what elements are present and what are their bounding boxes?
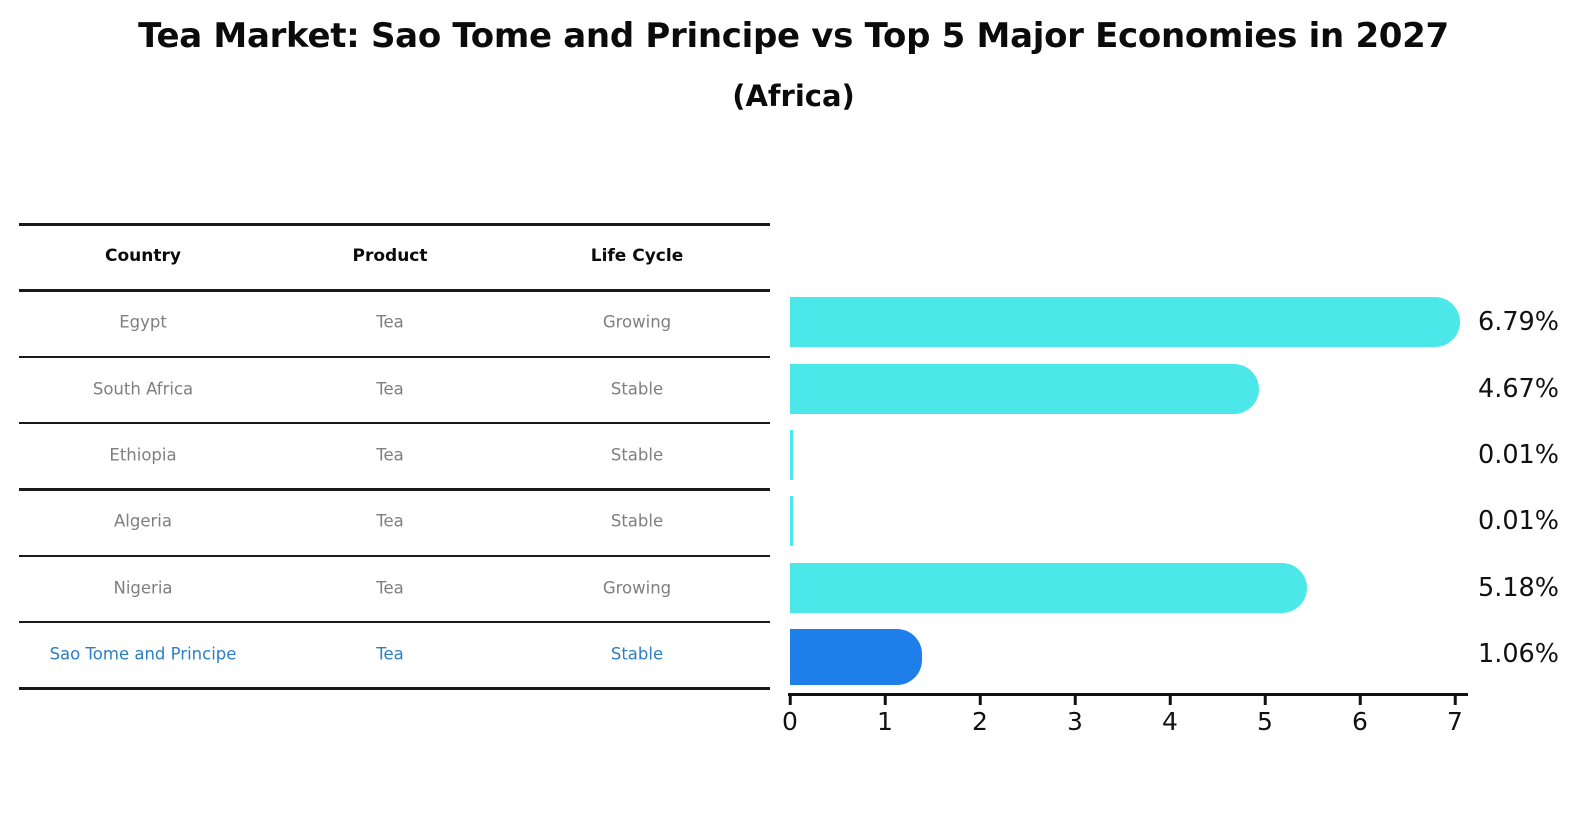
column-header-life-cycle: Life Cycle <box>590 246 684 267</box>
bar-value-label-ethiopia: 0.01% <box>1478 440 1560 471</box>
table-row-divider <box>19 355 770 359</box>
x-axis-tick-4 <box>1168 696 1172 705</box>
x-axis-tick-1 <box>883 696 887 705</box>
x-tick-label-5: 5 <box>1257 707 1273 736</box>
bar-value-label-algeria: 0.01% <box>1478 506 1560 537</box>
table-row-divider <box>19 289 770 292</box>
table-row-divider <box>19 421 770 425</box>
cell-life-cycle-ethiopia: Stable <box>610 445 664 465</box>
x-axis-line <box>788 693 1468 696</box>
bar-ethiopia <box>790 430 793 481</box>
x-tick-label-4: 4 <box>1162 707 1178 736</box>
chart-subtitle: (Africa) <box>732 79 855 113</box>
cell-country-egypt: Egypt <box>119 312 167 332</box>
cell-product-ethiopia: Tea <box>376 445 404 465</box>
cell-country-ethiopia: Ethiopia <box>109 445 177 465</box>
x-tick-label-0: 0 <box>782 707 798 736</box>
cell-product-algeria: Tea <box>376 511 404 531</box>
cell-country-algeria: Algeria <box>114 511 172 531</box>
bar-nigeria <box>790 562 1308 613</box>
cell-country-nigeria: Nigeria <box>113 578 173 598</box>
bar-value-label-sao-tome-and-principe: 1.06% <box>1478 638 1560 669</box>
cell-life-cycle-egypt: Growing <box>602 312 672 332</box>
cell-life-cycle-south-africa: Stable <box>610 379 664 399</box>
x-axis-tick-6 <box>1358 696 1362 705</box>
cell-country-south-africa: South Africa <box>92 379 194 399</box>
table-row-divider <box>19 620 770 624</box>
cell-life-cycle-sao-tome-and-principe: Stable <box>610 644 664 664</box>
x-axis-tick-5 <box>1263 696 1267 705</box>
bar-egypt <box>790 297 1461 348</box>
bar-value-label-nigeria: 5.18% <box>1478 572 1560 603</box>
cell-life-cycle-algeria: Stable <box>610 511 664 531</box>
table-top-border <box>19 223 770 226</box>
table-bottom-border <box>19 687 770 690</box>
x-axis-tick-7 <box>1453 696 1457 705</box>
cell-country-sao-tome-and-principe: Sao Tome and Principe <box>49 644 237 664</box>
bar-algeria <box>790 496 793 547</box>
bar-value-label-egypt: 6.79% <box>1478 307 1560 338</box>
column-header-product: Product <box>352 246 428 267</box>
column-header-country: Country <box>105 246 181 267</box>
table-row-divider <box>19 488 770 491</box>
table-row-divider <box>19 554 770 557</box>
x-tick-label-3: 3 <box>1067 707 1083 736</box>
x-axis-tick-3 <box>1073 696 1077 705</box>
cell-product-south-africa: Tea <box>376 379 404 399</box>
x-tick-label-7: 7 <box>1447 707 1463 736</box>
x-axis-tick-0 <box>788 696 792 705</box>
x-tick-label-2: 2 <box>972 707 988 736</box>
bar-south-africa <box>790 363 1259 414</box>
cell-life-cycle-nigeria: Growing <box>602 578 672 598</box>
bar-sao-tome-and-principe <box>790 628 922 685</box>
x-axis-tick-2 <box>978 696 982 705</box>
bar-value-label-south-africa: 4.67% <box>1478 373 1560 404</box>
chart-title: Tea Market: Sao Tome and Principe vs Top… <box>138 16 1449 56</box>
x-tick-label-6: 6 <box>1352 707 1368 736</box>
cell-product-nigeria: Tea <box>376 578 404 598</box>
x-tick-label-1: 1 <box>877 707 893 736</box>
cell-product-egypt: Tea <box>376 312 404 332</box>
cell-product-sao-tome-and-principe: Tea <box>376 644 404 664</box>
